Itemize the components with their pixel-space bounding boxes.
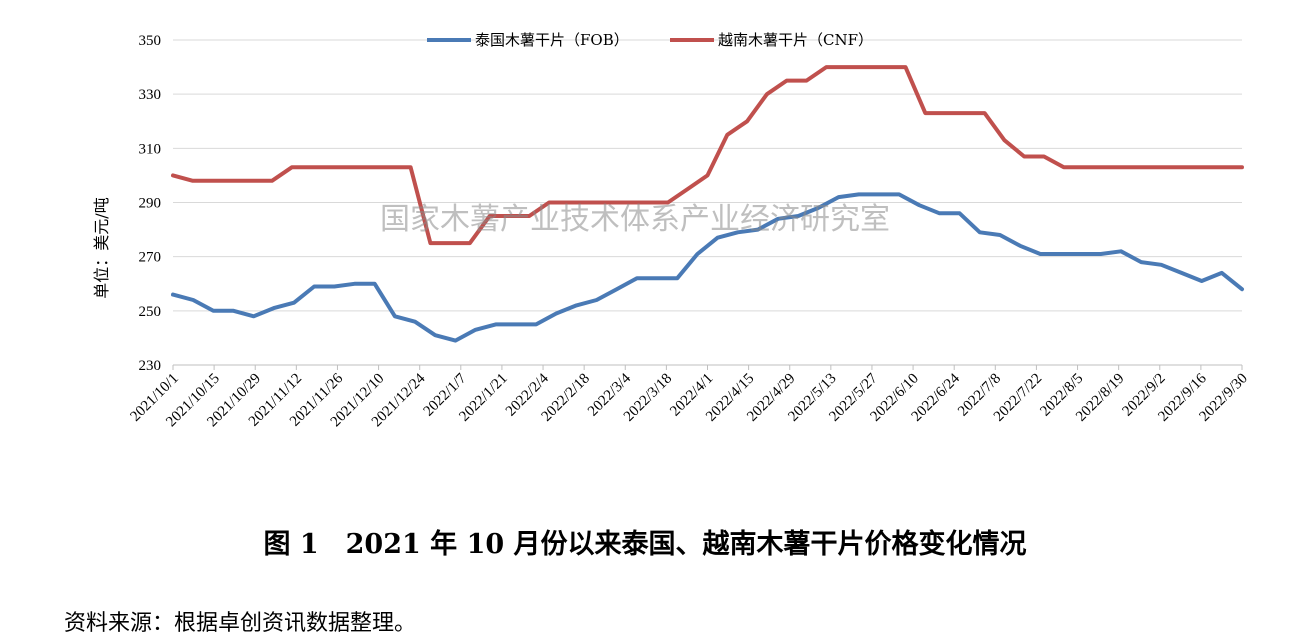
series-line-1	[171, 65, 1244, 246]
y-tick-label: 350	[139, 33, 162, 49]
source-note: 资料来源：根据卓创资讯数据整理。	[64, 611, 417, 636]
watermark: 国家木薯产业技术体系产业经济研究室	[380, 202, 890, 237]
x-axis-tick-labels: 2021/10/12021/10/152021/10/292021/11/122…	[127, 370, 1250, 430]
figure-caption: 图 1 2021 年 10 月份以来泰国、越南木薯干片价格变化情况	[263, 529, 1027, 560]
legend-label-1: 越南木薯干片（CNF）	[718, 31, 873, 49]
y-axis-label: 单位：美元/吨	[92, 197, 111, 298]
y-tick-label: 270	[139, 250, 162, 266]
gridlines	[173, 39, 1242, 366]
series-lines	[171, 65, 1244, 343]
y-tick-label: 330	[139, 87, 162, 103]
x-axis	[172, 364, 1243, 370]
series-line-0	[171, 192, 1244, 343]
y-tick-label: 230	[139, 358, 162, 374]
y-tick-label: 310	[139, 141, 162, 157]
y-tick-label: 290	[139, 196, 162, 212]
price-line-chart: 230 250 270 290 310 330 350 2021/10/12021/10/1…	[92, 31, 1251, 430]
y-tick-label: 250	[139, 304, 162, 320]
legend: 泰国木薯干片（FOB） 越南木薯干片（CNF）	[427, 31, 873, 49]
legend-label-0: 泰国木薯干片（FOB）	[475, 31, 629, 49]
y-axis-ticks: 230 250 270 290 310 330 350	[139, 33, 162, 374]
